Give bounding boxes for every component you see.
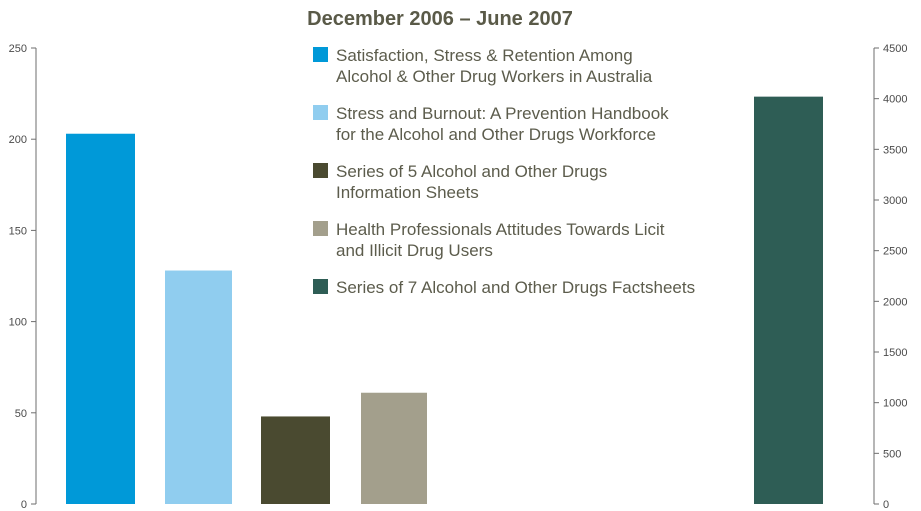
legend-label: Satisfaction, Stress & Retention Among [336, 46, 633, 65]
right-axis-ticks: 0 500 1000 1500 2000 2500 3000 3500 4000 4500 [874, 43, 907, 511]
left-tick-label: 50 [15, 408, 27, 420]
bars [66, 96, 823, 504]
left-tick-label: 250 [9, 43, 27, 55]
legend-item-2: Stress and Burnout: A Prevention Handboo… [313, 104, 669, 144]
bar-3 [261, 416, 330, 504]
legend-item-1: Satisfaction, Stress & Retention Among Al… [313, 46, 653, 86]
legend-label: and Illicit Drug Users [336, 241, 493, 260]
legend-swatch [313, 105, 328, 120]
right-tick-label: 3000 [883, 195, 907, 207]
right-tick-label: 2000 [883, 296, 907, 308]
left-axis-ticks: 0 50 100 150 200 250 [9, 43, 36, 511]
right-tick-label: 1000 [883, 398, 907, 410]
legend-label: for the Alcohol and Other Drugs Workforc… [336, 125, 656, 144]
left-tick-label: 0 [21, 499, 27, 511]
legend-label: Alcohol & Other Drug Workers in Australi… [336, 67, 653, 86]
legend-label: Health Professionals Attitudes Towards L… [336, 220, 665, 239]
left-tick-label: 150 [9, 225, 27, 237]
legend-swatch [313, 163, 328, 178]
chart-title: December 2006 – June 2007 [307, 8, 573, 30]
right-tick-label: 4000 [883, 94, 907, 106]
legend: Satisfaction, Stress & Retention Among Al… [313, 46, 695, 297]
legend-label: Information Sheets [336, 183, 479, 202]
legend-item-4: Health Professionals Attitudes Towards L… [313, 220, 665, 260]
legend-label: Stress and Burnout: A Prevention Handboo… [336, 104, 669, 123]
bar-2 [165, 270, 232, 504]
legend-swatch [313, 47, 328, 62]
right-tick-label: 4500 [883, 43, 907, 55]
bar-4 [361, 392, 427, 504]
right-tick-label: 500 [883, 448, 901, 460]
bar-1 [66, 133, 135, 504]
legend-item-3: Series of 5 Alcohol and Other Drugs Infor… [313, 162, 607, 202]
bar-5 [754, 96, 823, 504]
right-tick-label: 0 [883, 499, 889, 511]
legend-swatch [313, 221, 328, 236]
legend-swatch [313, 279, 328, 294]
right-tick-label: 1500 [883, 347, 907, 359]
left-tick-label: 200 [9, 134, 27, 146]
left-tick-label: 100 [9, 317, 27, 329]
right-tick-label: 2500 [883, 246, 907, 258]
legend-label: Series of 7 Alcohol and Other Drugs Fact… [336, 278, 695, 297]
legend-label: Series of 5 Alcohol and Other Drugs [336, 162, 607, 181]
legend-item-5: Series of 7 Alcohol and Other Drugs Fact… [313, 278, 695, 297]
right-tick-label: 3500 [883, 144, 907, 156]
